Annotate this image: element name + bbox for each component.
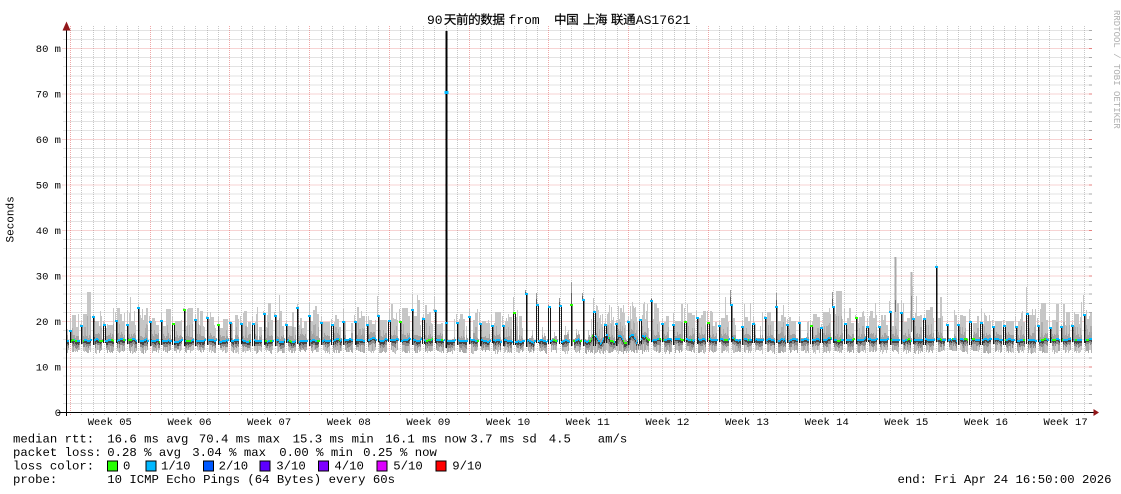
svg-text:Week 08: Week 08 <box>327 417 371 429</box>
svg-text:50 m: 50 m <box>36 181 61 193</box>
svg-text:0.28 % avg: 0.28 % avg <box>107 446 181 460</box>
svg-text:packet loss:: packet loss: <box>13 446 102 460</box>
svg-text:Week 05: Week 05 <box>88 417 132 429</box>
svg-text:0: 0 <box>55 408 61 420</box>
svg-text:16.1 ms now: 16.1 ms now <box>385 433 467 447</box>
svg-text:9/10: 9/10 <box>452 460 482 474</box>
svg-text:Week 12: Week 12 <box>645 417 689 429</box>
svg-text:90: 90 <box>427 13 443 28</box>
svg-text:0.25 % now: 0.25 % now <box>363 446 437 460</box>
svg-text:10 m: 10 m <box>36 363 61 375</box>
svg-text:1/10: 1/10 <box>161 460 191 474</box>
svg-text:70.4 ms max: 70.4 ms max <box>199 433 280 447</box>
svg-text:16.6 ms avg: 16.6 ms avg <box>107 433 188 447</box>
svg-text:Seconds: Seconds <box>6 196 18 242</box>
svg-text:30 m: 30 m <box>36 272 61 284</box>
svg-text:loss color:: loss color: <box>13 460 94 474</box>
svg-text:5/10: 5/10 <box>393 460 423 474</box>
svg-text:AS17621: AS17621 <box>636 13 691 28</box>
svg-text:0: 0 <box>123 460 130 474</box>
svg-text:60 m: 60 m <box>36 135 61 147</box>
svg-text:Week 11: Week 11 <box>566 417 610 429</box>
svg-text:40 m: 40 m <box>36 226 61 238</box>
svg-text:80 m: 80 m <box>36 44 61 56</box>
svg-text:probe:: probe: <box>13 473 57 487</box>
svg-text:am/s: am/s <box>598 433 628 447</box>
svg-text:3.04 % max: 3.04 % max <box>192 446 266 460</box>
svg-text:Week 07: Week 07 <box>247 417 291 429</box>
svg-text:0.00 % min: 0.00 % min <box>279 446 353 460</box>
svg-text:Week 14: Week 14 <box>805 417 849 429</box>
svg-text:Week 16: Week 16 <box>964 417 1008 429</box>
svg-text:4/10: 4/10 <box>334 460 364 474</box>
svg-text:Week 06: Week 06 <box>167 417 211 429</box>
svg-text:Week 09: Week 09 <box>406 417 450 429</box>
svg-text:Week 17: Week 17 <box>1044 417 1088 429</box>
svg-text:Week 13: Week 13 <box>725 417 769 429</box>
svg-text:70 m: 70 m <box>36 90 61 102</box>
svg-text:RRDTOOL / TOBI OETIKER: RRDTOOL / TOBI OETIKER <box>1111 10 1121 129</box>
svg-text:10 ICMP Echo Pings (64 Bytes): 10 ICMP Echo Pings (64 Bytes) every 60s <box>107 473 395 487</box>
svg-text:from: from <box>509 13 540 28</box>
svg-text:Week 10: Week 10 <box>486 417 530 429</box>
svg-text:median rtt:: median rtt: <box>13 433 94 447</box>
svg-text:20 m: 20 m <box>36 317 61 329</box>
svg-text:2/10: 2/10 <box>219 460 249 474</box>
svg-text:3/10: 3/10 <box>276 460 306 474</box>
svg-text:3.7 ms sd: 3.7 ms sd <box>470 433 536 447</box>
svg-text:end: Fri Apr 24 16:50:00 2026: end: Fri Apr 24 16:50:00 2026 <box>897 473 1111 487</box>
svg-text:Week 15: Week 15 <box>884 417 928 429</box>
svg-text:15.3 ms min: 15.3 ms min <box>293 433 374 447</box>
svg-text:4.5: 4.5 <box>549 433 571 447</box>
